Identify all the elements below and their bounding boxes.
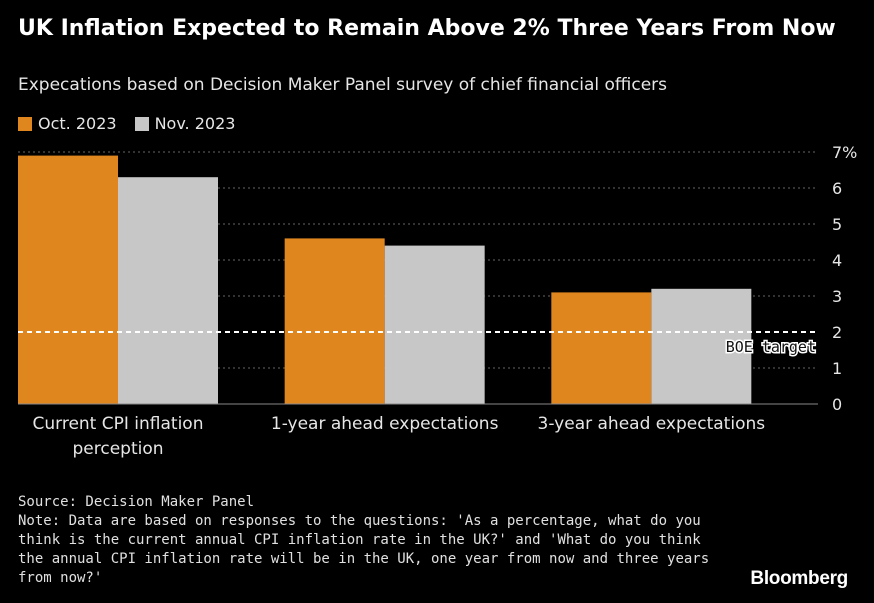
- y-tick-label: 5: [832, 215, 842, 234]
- bar-chart: 0 1 2 3 4 5 6 7% Current CPI inflation perception…: [18, 143, 857, 459]
- y-tick-label: 3: [832, 287, 842, 306]
- bar-oct: [18, 155, 118, 404]
- x-category-label: Current CPI inflation: [33, 414, 204, 434]
- bar-oct: [551, 292, 652, 404]
- source-note: Source: Decision Maker Panel: [18, 494, 255, 510]
- footer: Source: Decision Maker Panel Note: Data …: [18, 493, 718, 588]
- legend: Oct. 2023 Nov. 2023: [18, 114, 253, 133]
- x-category-label: 1-year ahead expectations: [271, 414, 499, 434]
- x-category-label: perception: [72, 439, 163, 459]
- bar-oct: [284, 238, 385, 404]
- bar-nov: [651, 288, 752, 404]
- data-note: Note: Data are based on responses to the…: [18, 513, 718, 586]
- boe-target-label: BOE target: [726, 338, 816, 356]
- chart-title: UK Inflation Expected to Remain Above 2%…: [18, 16, 836, 41]
- x-category-label: 3-year ahead expectations: [538, 414, 766, 434]
- legend-label-oct: Oct. 2023: [38, 114, 117, 133]
- legend-swatch-oct: [18, 116, 32, 131]
- legend-item-oct: Oct. 2023: [18, 114, 117, 133]
- bloomberg-logo: Bloomberg: [750, 568, 848, 589]
- bar-nov: [384, 245, 485, 404]
- y-tick-label: 0: [832, 395, 842, 414]
- bar-nov: [118, 177, 218, 404]
- y-tick-label: 1: [832, 359, 842, 378]
- y-tick-label: 2: [832, 323, 842, 342]
- legend-swatch-nov: [134, 116, 149, 131]
- legend-label-nov: Nov. 2023: [154, 114, 236, 133]
- y-tick-label: 6: [832, 179, 842, 198]
- chart-subtitle: Expecations based on Decision Maker Pane…: [18, 75, 668, 95]
- y-tick-label: 4: [832, 251, 842, 270]
- y-tick-label: 7%: [832, 143, 857, 162]
- legend-item-nov: Nov. 2023: [134, 114, 236, 133]
